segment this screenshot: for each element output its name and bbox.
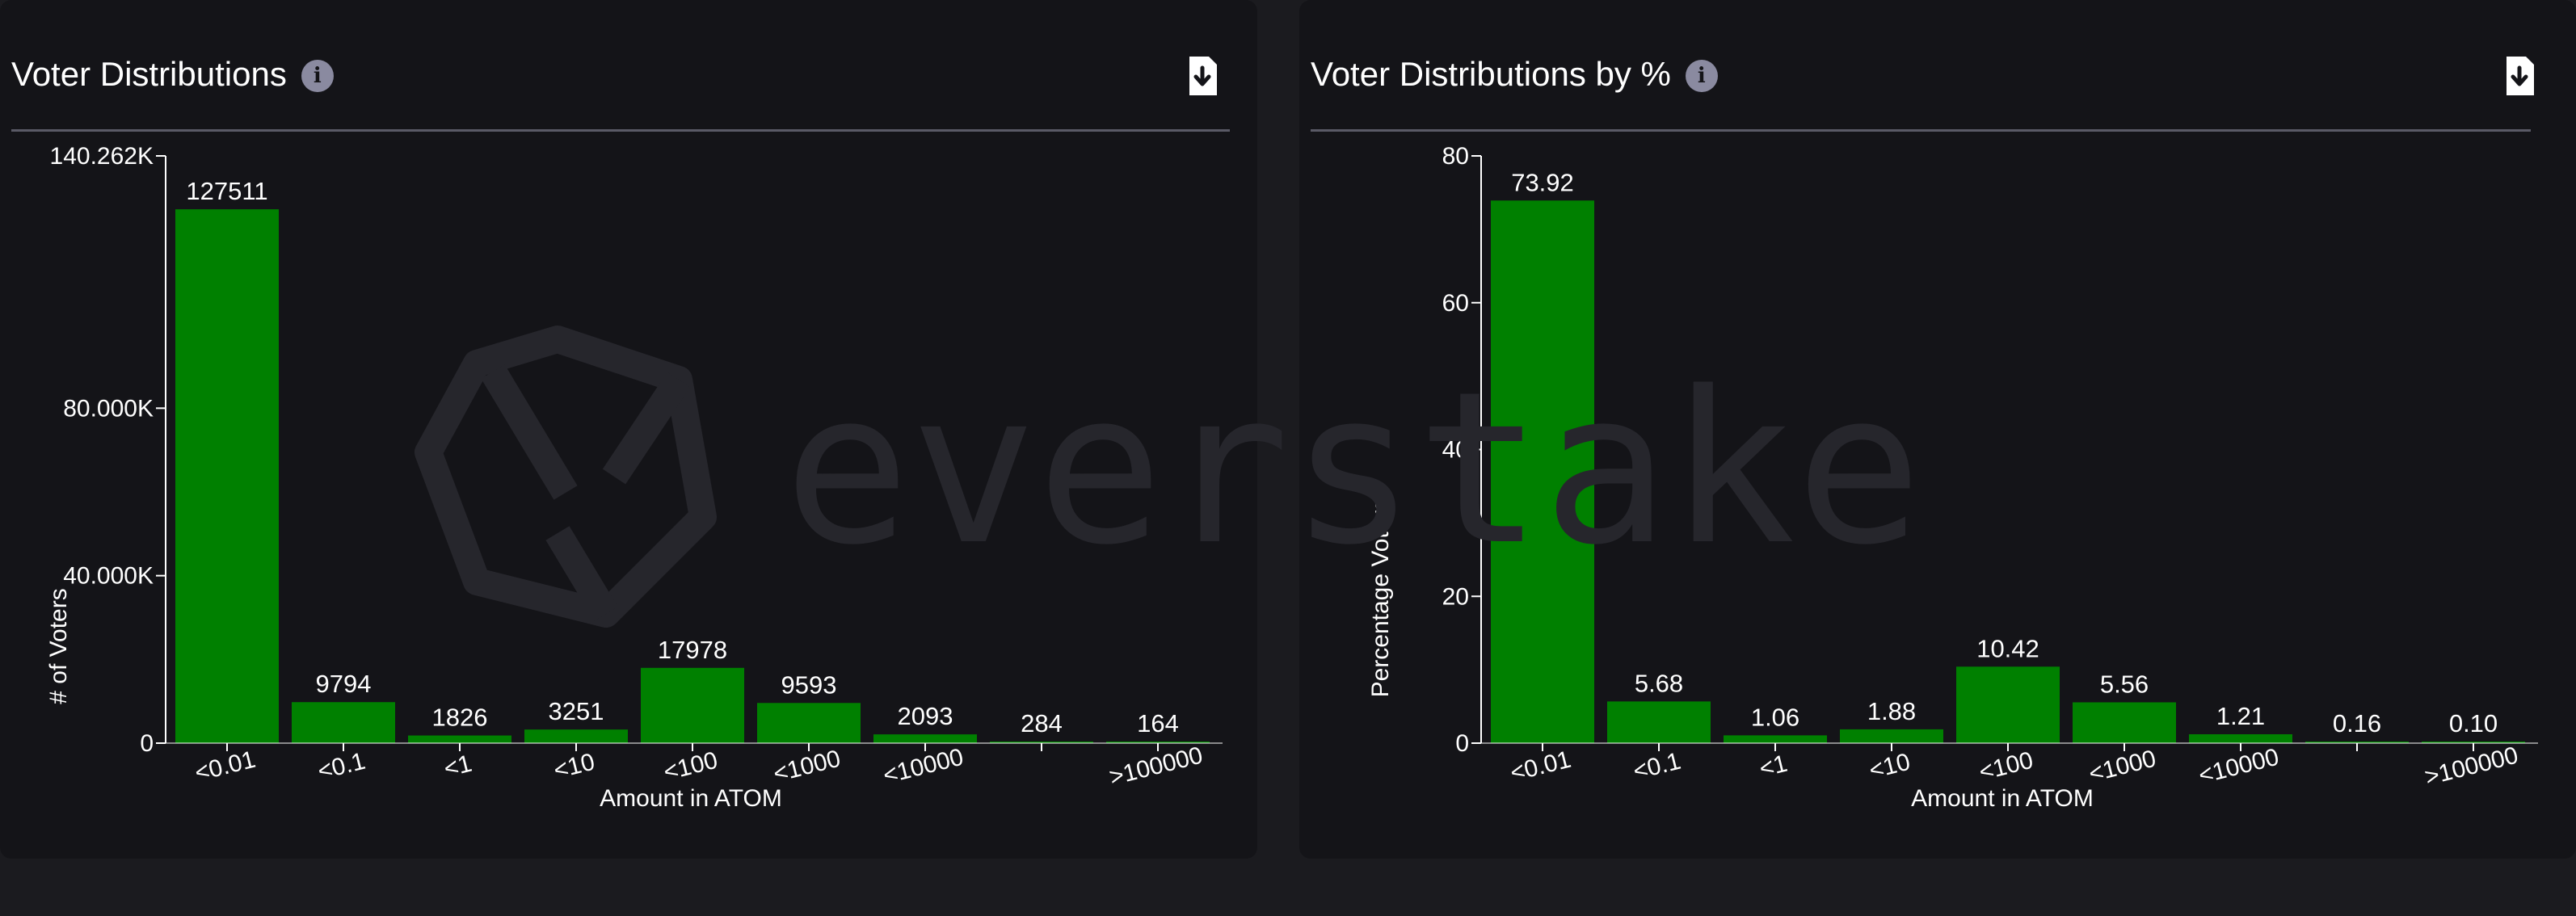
x-axis-title: Amount in ATOM xyxy=(600,785,782,812)
bar xyxy=(1840,729,1943,743)
bar-data-label: 1826 xyxy=(432,704,488,732)
voter-distributions-panel: Voter Distributions i 0 40.000K 80.000K 140… xyxy=(0,0,1257,859)
header-divider xyxy=(11,129,1230,132)
info-icon[interactable]: i xyxy=(301,60,334,92)
bar xyxy=(524,729,628,743)
bar xyxy=(873,734,977,743)
bar-data-label: 1.88 xyxy=(1867,697,1916,725)
x-tick-label: <0.01 xyxy=(1508,746,1574,787)
voter-distributions-pct-panel: Voter Distributions by % i 0 20 40 60 80 73.9… xyxy=(1299,0,2576,859)
bar-data-label: 2093 xyxy=(898,702,953,730)
x-tick-label: >100000 xyxy=(1107,742,1206,791)
bar xyxy=(2073,702,2176,743)
bar xyxy=(1491,200,1594,743)
y-tick-label: 0 xyxy=(140,730,154,757)
bar-data-label: 3251 xyxy=(549,697,604,725)
bar xyxy=(1724,735,1827,743)
bar xyxy=(175,209,279,743)
bar-data-label: 5.56 xyxy=(2100,670,2149,698)
voter-percentage-chart: 0 20 40 60 80 73.92 <0.01 5.68 <0.1 1.06 <1 1.88 <10… xyxy=(1367,143,2538,812)
bar-data-label: 9593 xyxy=(781,670,837,699)
x-tick-label: <1 xyxy=(1757,750,1790,783)
y-axis-title: Percentage Voters xyxy=(1367,498,1394,698)
bar-data-label: 0.16 xyxy=(2333,709,2381,737)
bar xyxy=(757,703,861,743)
bar xyxy=(2189,734,2292,743)
header-divider xyxy=(1311,129,2531,132)
bar-data-label: 0.10 xyxy=(2449,709,2498,737)
voter-count-chart: 0 40.000K 80.000K 140.262K 127511 <0.01 9794 <0… xyxy=(45,143,1223,812)
download-icon[interactable] xyxy=(1186,55,1219,97)
bar-data-label: 17978 xyxy=(658,636,727,664)
x-tick-label: <1 xyxy=(441,750,474,783)
bar-data-label: 1.21 xyxy=(2216,702,2265,730)
panel-header: Voter Distributions i xyxy=(11,50,334,99)
info-icon[interactable]: i xyxy=(1685,60,1718,92)
x-axis-title: Amount in ATOM xyxy=(1911,785,2094,812)
x-tick-label: <10000 xyxy=(2196,744,2282,789)
y-tick-label: 80.000K xyxy=(63,395,154,422)
bar xyxy=(2305,742,2409,743)
bar-data-label: 1.06 xyxy=(1751,703,1799,731)
x-tick-label: <10 xyxy=(551,749,597,784)
bar-data-label: 127511 xyxy=(186,177,267,205)
x-tick-label: <100 xyxy=(1976,747,2036,786)
chart-title: Voter Distributions xyxy=(11,55,287,93)
bar xyxy=(1607,701,1711,743)
y-tick-label: 40 xyxy=(1442,437,1469,464)
x-tick-label: <0.1 xyxy=(315,748,368,785)
x-tick-label: <10 xyxy=(1867,749,1913,784)
x-tick-label: <0.1 xyxy=(1631,748,1683,785)
y-tick-label: 20 xyxy=(1442,583,1469,610)
bar xyxy=(2422,742,2525,743)
chart-title: Voter Distributions by % xyxy=(1311,55,1671,93)
bar xyxy=(1106,742,1210,743)
bar-data-label: 10.42 xyxy=(1976,634,2039,662)
bar-data-label: 5.68 xyxy=(1635,669,1683,697)
bar xyxy=(408,735,511,743)
y-axis-title: # of Voters xyxy=(45,588,72,704)
download-icon[interactable] xyxy=(2503,55,2536,97)
bar-data-label: 284 xyxy=(1021,709,1063,737)
bar xyxy=(1956,666,2060,743)
y-tick-label: 0 xyxy=(1455,730,1469,757)
bar xyxy=(292,702,395,743)
y-tick-label: 80 xyxy=(1442,143,1469,170)
y-tick-label: 60 xyxy=(1442,290,1469,317)
x-tick-label: <100 xyxy=(661,747,721,786)
bar-data-label: 164 xyxy=(1137,709,1179,737)
panel-header: Voter Distributions by % i xyxy=(1311,50,1718,99)
x-tick-label: <1000 xyxy=(771,746,844,788)
x-tick-label: <0.01 xyxy=(192,746,259,787)
x-tick-label: <1000 xyxy=(2086,746,2159,788)
y-tick-label: 140.262K xyxy=(50,143,154,170)
x-tick-label: >100000 xyxy=(2422,742,2521,791)
y-tick-label: 40.000K xyxy=(63,563,154,590)
x-tick-label: <10000 xyxy=(881,744,966,789)
bar-data-label: 9794 xyxy=(316,670,372,698)
bar xyxy=(641,667,744,743)
bar-data-label: 73.92 xyxy=(1511,168,1574,196)
bar xyxy=(990,742,1093,743)
